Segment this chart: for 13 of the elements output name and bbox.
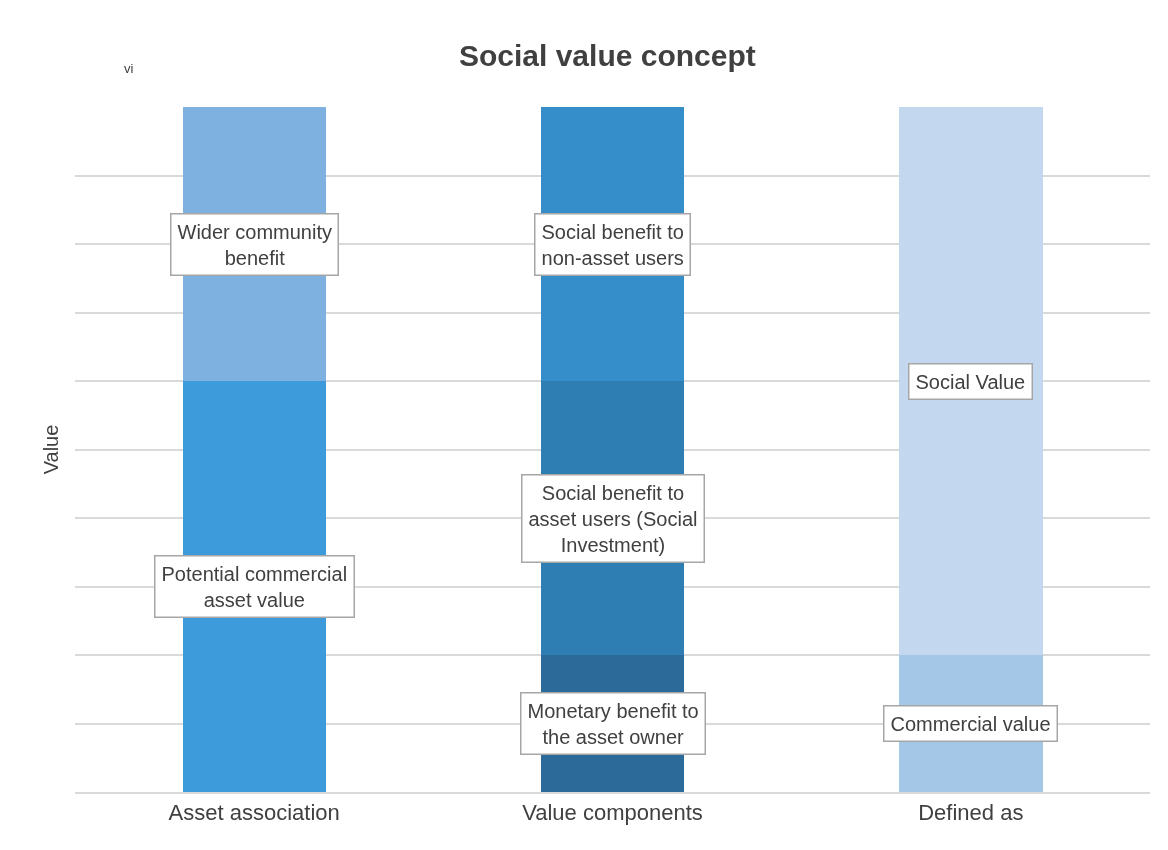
text: vi [124, 61, 134, 76]
series-label: Monetary benefit to the asset owner [527, 699, 699, 748]
y-axis-title: Value [39, 424, 62, 475]
series-label: Wider community benefit [177, 220, 332, 269]
x-tick-label: Asset association [168, 800, 340, 826]
series-label: Social Value [915, 370, 1026, 393]
x-tick-label: Value components [522, 800, 703, 826]
series-label: Commercial value [890, 712, 1051, 735]
series-label: Social benefit to asset users (Social Investment) [528, 481, 698, 556]
series-label: Social benefit to non-asset users [541, 220, 684, 269]
chart-title: Social value concept [458, 38, 756, 72]
x-tick-label: Defined as [918, 800, 1024, 826]
series-label: Potential commercial asset value [161, 562, 348, 611]
